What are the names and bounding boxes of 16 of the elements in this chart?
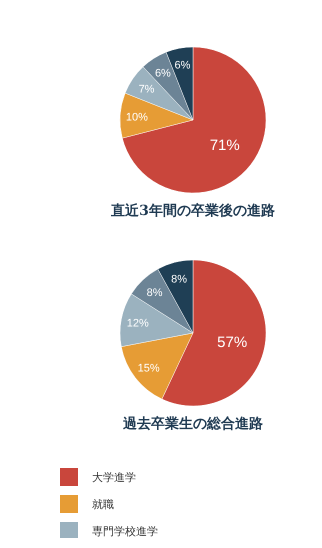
data-label: 8% (171, 273, 188, 286)
data-label: 6% (174, 60, 191, 72)
data-label: 7% (138, 83, 155, 96)
legend-label: 専門学校進学 (92, 524, 158, 538)
data-label: 10% (126, 111, 148, 124)
data-label: 71% (210, 136, 240, 154)
text: 直近3年間の卒業後の進路 (110, 202, 275, 219)
data-label: 6% (154, 67, 172, 80)
legend-label: 就職 (92, 498, 114, 511)
data-label: 8% (146, 286, 163, 299)
data-label: 57% (217, 334, 248, 352)
legend-label: 大学進学 (92, 470, 136, 484)
pie-slice (122, 46, 266, 194)
data-label: 15% (138, 362, 160, 374)
data-label: 12% (126, 317, 150, 330)
text: 過去卒業生の総合進路 (122, 415, 263, 432)
